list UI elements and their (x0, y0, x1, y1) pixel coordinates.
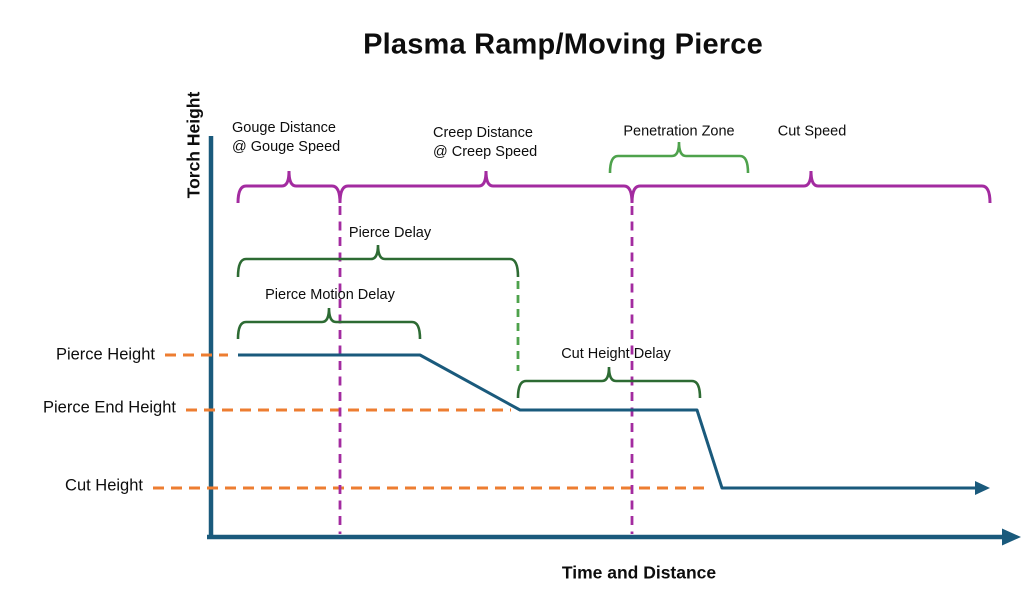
gouge-speed-brace (236, 170, 342, 204)
cut-speed-label: Cut Speed (777, 123, 847, 140)
gouge-distance-label-line1: Gouge Distance (232, 120, 336, 136)
pierce-end-height-label: Pierce End Height (43, 398, 176, 417)
cut-height-delay-label: Cut Height Delay (561, 346, 671, 362)
cut-speed-brace (630, 170, 992, 204)
pierce-height-label: Pierce Height (55, 345, 155, 364)
gouge-distance-label: Gouge Distance @ Gouge Speed (232, 119, 340, 157)
x-axis-label: Time and Distance (561, 562, 717, 583)
creep-distance-label: Creep Distance @ Creep Speed (433, 124, 537, 162)
creep-distance-label-line1: Creep Distance (433, 125, 533, 141)
creep-speed-brace (338, 170, 634, 204)
creep-distance-label-line2: @ Creep Speed (433, 144, 538, 160)
penetration-zone-label: Penetration Zone (623, 123, 735, 140)
pierce-delay-brace (236, 244, 520, 278)
x-axis-arrowhead (1002, 528, 1021, 546)
pierce-delay-label: Pierce Delay (348, 225, 432, 241)
torch-height-profile-line (238, 353, 977, 490)
cut-height-label: Cut Height (65, 476, 143, 495)
cut-height-delay-brace (516, 366, 702, 399)
pierce-motion-delay-label: Pierce Motion Delay (265, 287, 395, 303)
diagram-title: Plasma Ramp/Moving Pierce (363, 28, 763, 61)
y-axis-label: Torch Height (183, 91, 204, 199)
gouge-distance-label-line2: @ Gouge Speed (232, 139, 341, 155)
penetration-zone-brace (608, 141, 750, 174)
pierce-motion-delay-brace (236, 307, 422, 340)
torch-height-profile-arrowhead (975, 481, 990, 495)
